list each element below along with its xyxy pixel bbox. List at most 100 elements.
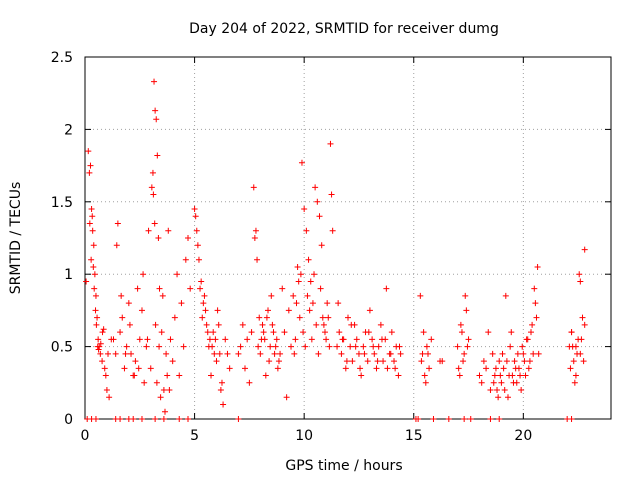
data-point <box>203 321 210 328</box>
data-point <box>581 246 588 253</box>
data-point <box>176 416 183 422</box>
data-point <box>424 350 431 357</box>
data-point <box>155 235 162 241</box>
data-point <box>204 329 211 336</box>
data-point <box>259 321 266 328</box>
data-point <box>568 416 575 422</box>
data-point <box>302 343 309 350</box>
data-point <box>508 329 515 336</box>
data-point <box>303 227 310 234</box>
data-point <box>195 256 202 263</box>
data-point <box>308 336 315 343</box>
data-point <box>570 358 577 365</box>
data-point <box>530 350 537 357</box>
data-point <box>500 365 507 372</box>
data-point <box>161 408 168 415</box>
data-point <box>495 394 502 401</box>
data-point <box>391 358 398 365</box>
data-point <box>312 184 319 191</box>
data-point <box>197 285 204 292</box>
data-point <box>318 242 325 249</box>
data-point <box>535 350 542 357</box>
data-point <box>202 307 209 314</box>
data-point <box>266 358 273 365</box>
data-point <box>497 372 504 379</box>
x-tick-label: 10 <box>295 428 313 444</box>
data-point <box>578 336 585 343</box>
data-point <box>272 343 279 350</box>
data-point <box>380 358 387 365</box>
data-point <box>305 256 312 263</box>
data-point <box>235 416 242 422</box>
plot-frame <box>84 56 612 420</box>
data-point <box>529 321 536 328</box>
data-point <box>252 227 259 234</box>
data-point <box>572 372 579 379</box>
data-point <box>327 140 334 147</box>
data-point <box>384 365 391 372</box>
data-point <box>301 206 308 213</box>
data-point <box>523 336 530 343</box>
data-point <box>392 365 399 372</box>
data-point <box>463 307 470 314</box>
data-point <box>353 336 360 343</box>
data-point <box>304 292 311 299</box>
data-point <box>214 307 221 314</box>
data-point <box>487 387 494 394</box>
data-point <box>388 329 395 336</box>
data-point <box>489 350 496 357</box>
data-point <box>88 256 95 263</box>
data-point <box>211 350 218 357</box>
data-point <box>160 416 167 422</box>
data-point <box>373 365 380 372</box>
y-tick-label: 0 <box>64 412 73 428</box>
data-point <box>275 358 282 365</box>
data-point <box>491 372 498 379</box>
data-point <box>92 292 99 299</box>
data-point <box>199 314 206 321</box>
data-point <box>121 365 128 372</box>
grid <box>85 57 611 419</box>
data-point <box>103 387 110 394</box>
data-point <box>319 314 326 321</box>
data-point <box>520 350 527 357</box>
data-point <box>328 191 335 198</box>
data-point <box>430 416 437 422</box>
data-point <box>256 314 263 321</box>
data-point <box>298 159 305 166</box>
data-point <box>325 314 332 321</box>
data-point <box>370 343 377 350</box>
data-point <box>105 350 112 357</box>
data-point <box>526 358 533 365</box>
data-point <box>138 307 145 314</box>
data-point <box>156 285 163 292</box>
data-point <box>579 314 586 321</box>
data-point <box>420 329 427 336</box>
data-point <box>169 358 176 365</box>
data-point <box>377 321 384 328</box>
x-tick-label: 15 <box>405 428 423 444</box>
data-point <box>511 358 518 365</box>
data-point <box>329 227 336 234</box>
data-point <box>568 329 575 336</box>
data-point <box>128 350 135 357</box>
data-point <box>113 242 120 249</box>
data-point <box>244 336 251 343</box>
data-point <box>503 358 510 365</box>
data-point <box>90 242 97 249</box>
data-point <box>423 343 430 350</box>
data-point <box>145 227 152 234</box>
data-point <box>315 350 322 357</box>
data-point <box>294 263 301 270</box>
data-point <box>454 343 461 350</box>
data-point <box>152 321 159 328</box>
data-point <box>348 321 355 328</box>
data-point <box>151 220 158 227</box>
data-point <box>462 292 469 299</box>
data-point <box>297 271 304 278</box>
data-point <box>153 379 160 386</box>
data-point <box>355 350 362 357</box>
data-point <box>89 213 96 220</box>
data-point <box>160 387 167 394</box>
data-point <box>577 278 584 285</box>
